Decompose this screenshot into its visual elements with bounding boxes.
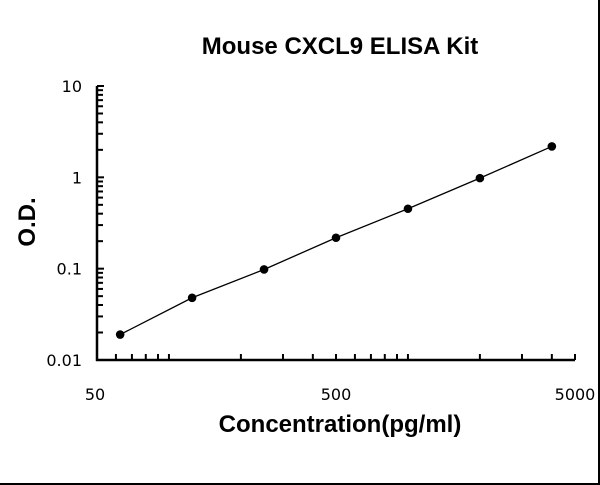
data-point — [475, 173, 485, 183]
data-series — [115, 142, 557, 339]
axis-ticks — [97, 85, 576, 361]
data-point — [547, 142, 557, 151]
y-tick-label: 0.1 — [57, 260, 82, 279]
data-point — [187, 293, 197, 303]
y-tick-label: 10 — [62, 77, 82, 96]
x-axis-label: Concentration(pg/ml) — [218, 411, 462, 438]
y-tick-label: 0.01 — [46, 351, 82, 370]
data-point — [403, 204, 413, 214]
x-tick-label: 50 — [85, 385, 105, 404]
y-tick-label: 1 — [72, 168, 82, 187]
data-point — [115, 330, 125, 339]
data-point — [259, 265, 269, 274]
x-tick-label: 500 — [321, 385, 352, 404]
chart-title: Mouse CXCL9 ELISA Kit — [201, 33, 479, 60]
axes — [95, 86, 575, 362]
x-tick-label: 5000 — [555, 385, 596, 404]
data-point — [331, 233, 341, 243]
